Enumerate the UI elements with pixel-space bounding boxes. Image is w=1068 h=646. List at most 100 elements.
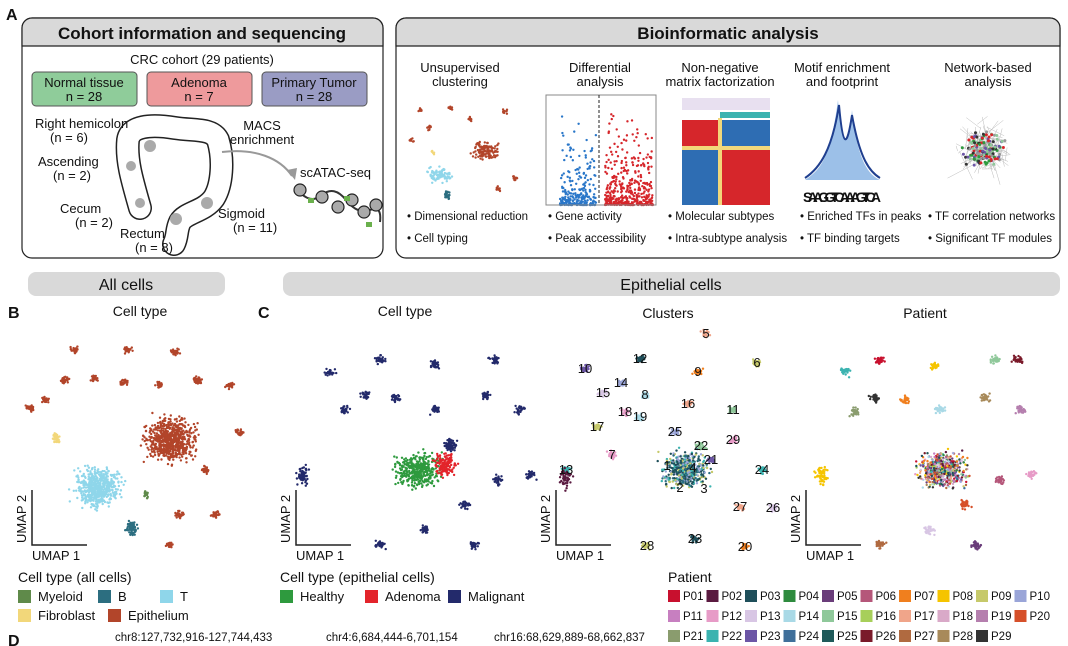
- cell-point: [120, 480, 123, 484]
- cell-point: [477, 542, 481, 545]
- cell-point: [304, 484, 307, 487]
- cell-point: [674, 469, 678, 472]
- cell-point: [236, 431, 239, 434]
- cell-point: [448, 441, 451, 444]
- cell-point: [171, 442, 174, 445]
- cell-point: [145, 492, 149, 495]
- volcano-point: [612, 179, 616, 183]
- volcano-point: [560, 174, 564, 177]
- cell-point: [418, 475, 422, 478]
- volcano-point: [572, 148, 575, 152]
- cell-point: [79, 490, 82, 493]
- volcano-point: [610, 113, 613, 116]
- cell-point: [152, 447, 155, 450]
- cell-point: [87, 466, 91, 469]
- volcano-point: [561, 149, 564, 152]
- cell-point: [418, 479, 422, 483]
- cell-point: [376, 356, 379, 360]
- cell-point: [393, 400, 397, 403]
- cell-point: [115, 473, 118, 476]
- cell-point: [998, 152, 1002, 156]
- cell-point: [481, 154, 484, 158]
- cell-point: [373, 357, 377, 360]
- cell-point: [301, 466, 304, 470]
- volcano-point: [615, 160, 618, 163]
- cell-point: [193, 376, 196, 380]
- cell-point: [446, 191, 449, 194]
- volcano-point: [650, 136, 654, 140]
- cell-point: [496, 361, 499, 364]
- volcano-point: [579, 193, 583, 196]
- volcano-point: [614, 183, 618, 187]
- volcano-point: [627, 200, 630, 203]
- volcano-point: [568, 192, 571, 195]
- volcano-point: [564, 190, 567, 194]
- cell-point: [182, 449, 185, 452]
- cell-point: [92, 486, 96, 490]
- volcano-point: [609, 186, 612, 189]
- cell-point: [90, 468, 94, 471]
- cell-point: [168, 456, 172, 460]
- cell-point: [185, 445, 189, 449]
- cell-point: [441, 469, 444, 472]
- cell-point: [149, 445, 152, 448]
- cell-point: [304, 481, 307, 484]
- cell-point: [443, 462, 446, 465]
- cell-point: [117, 484, 121, 488]
- cell-point: [970, 135, 974, 139]
- cell-point: [415, 455, 418, 458]
- volcano-point: [584, 156, 588, 159]
- cell-point: [495, 154, 498, 157]
- volcano-point: [630, 201, 634, 204]
- cell-point: [492, 151, 495, 154]
- cell-point: [679, 466, 682, 469]
- cell-point: [384, 360, 387, 363]
- cell-point: [192, 422, 196, 426]
- cell-point: [167, 452, 170, 455]
- cell-point: [380, 358, 384, 361]
- cell-point: [73, 469, 76, 472]
- cell-point: [100, 470, 103, 474]
- cell-point: [86, 464, 89, 467]
- cell-point: [481, 158, 484, 161]
- cell-point: [406, 461, 409, 464]
- volcano-point: [580, 196, 583, 199]
- cell-point: [446, 443, 450, 447]
- cell-point: [171, 446, 175, 449]
- cell-point: [669, 452, 672, 455]
- cell-point: [422, 448, 425, 451]
- cell-point: [139, 444, 143, 447]
- cell-point: [90, 488, 94, 491]
- cell-point: [305, 474, 308, 478]
- volcano-point: [637, 159, 640, 163]
- cell-point: [173, 422, 177, 426]
- cell-point: [149, 454, 153, 458]
- cell-point: [425, 456, 428, 459]
- cell-point: [483, 141, 486, 144]
- volcano-point: [612, 194, 616, 198]
- cell-point: [446, 464, 449, 467]
- volcano-point: [615, 128, 618, 131]
- cell-point: [984, 146, 987, 150]
- volcano-point: [588, 183, 591, 186]
- cell-point: [144, 429, 148, 433]
- cell-point: [169, 422, 172, 426]
- cell-point: [682, 463, 685, 466]
- volcano-point: [573, 188, 576, 191]
- cell-point: [179, 459, 183, 462]
- cell-point: [434, 179, 437, 182]
- cell-point: [657, 450, 660, 454]
- cell-point: [398, 464, 402, 467]
- volcano-point: [619, 191, 623, 194]
- cell-point: [158, 416, 162, 419]
- cell-point: [112, 482, 115, 485]
- cell-point: [992, 162, 996, 166]
- cell-point: [435, 177, 439, 181]
- cell-point: [180, 416, 183, 420]
- cell-point: [394, 470, 398, 473]
- cell-point: [976, 152, 980, 156]
- cell-point: [426, 170, 429, 173]
- cell-point: [505, 109, 508, 113]
- cell-point: [447, 196, 450, 200]
- cell-point: [113, 473, 116, 476]
